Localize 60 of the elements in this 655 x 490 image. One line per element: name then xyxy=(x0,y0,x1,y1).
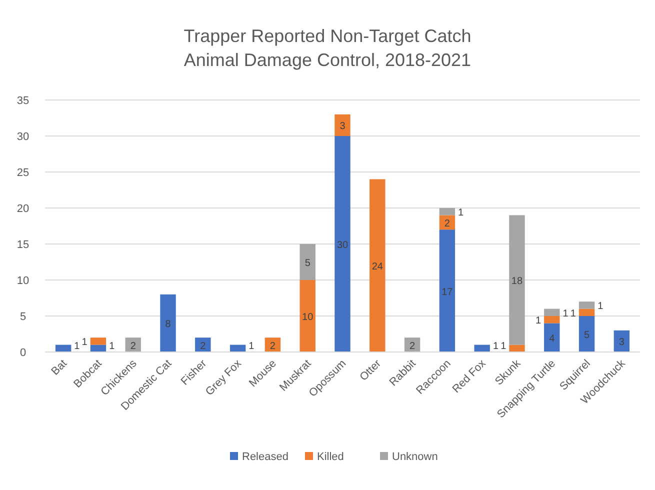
legend-label: Unknown xyxy=(392,451,438,463)
data-label: 1 xyxy=(458,208,464,219)
bar xyxy=(195,338,211,352)
bar xyxy=(509,215,525,345)
data-label: 2 xyxy=(410,340,416,352)
bar xyxy=(90,338,106,345)
y-tick-label: 30 xyxy=(16,131,30,143)
data-label: 1 xyxy=(562,308,569,320)
y-tick-label: 35 xyxy=(16,95,30,107)
bar xyxy=(578,302,595,309)
data-label: 1 xyxy=(570,308,576,320)
data-label: 2 xyxy=(200,340,206,352)
bar xyxy=(509,344,525,352)
data-label: 2 xyxy=(270,340,276,352)
y-tick-label: 20 xyxy=(16,203,30,215)
bar xyxy=(300,244,316,280)
bar xyxy=(578,316,595,352)
data-label: 5 xyxy=(304,258,311,269)
data-label: 3 xyxy=(340,121,346,132)
data-label: 2 xyxy=(130,340,136,352)
bar xyxy=(370,179,386,352)
bar xyxy=(544,308,560,316)
y-tick-label: 0 xyxy=(20,347,26,359)
bar xyxy=(544,323,560,352)
data-label: 1 xyxy=(109,341,116,352)
y-tick-label: 5 xyxy=(20,311,26,323)
y-tick-label: 15 xyxy=(16,239,30,251)
bar xyxy=(578,308,595,316)
data-label: 30 xyxy=(336,240,348,251)
legend-label: Killed xyxy=(317,451,344,463)
bar xyxy=(334,136,350,352)
bar xyxy=(439,215,456,230)
data-label: 17 xyxy=(442,286,454,298)
data-label: 10 xyxy=(302,312,314,323)
data-label: 8 xyxy=(165,319,172,330)
data-label: 1 xyxy=(74,341,80,352)
legend-label: Released xyxy=(242,451,288,463)
data-label: 2 xyxy=(444,218,450,230)
data-label: 1 xyxy=(598,301,604,312)
data-label: 24 xyxy=(372,262,384,273)
bar xyxy=(160,294,176,352)
bar xyxy=(439,208,456,216)
data-label: 1 xyxy=(535,316,542,327)
data-label: 1 xyxy=(500,341,507,352)
data-label: 18 xyxy=(511,276,523,287)
chart-title: Trapper Reported Non-Target Catch Animal Damage Control, 2018-2021 xyxy=(184,26,472,70)
data-label: 1 xyxy=(248,341,255,352)
bar xyxy=(544,316,560,324)
y-tick-label: 10 xyxy=(16,275,30,287)
data-label: 1 xyxy=(492,341,499,352)
bar xyxy=(300,280,316,352)
data-label: 5 xyxy=(584,330,590,341)
bar xyxy=(439,230,456,352)
data-label: 3 xyxy=(618,337,625,348)
x-tick-label: Bat xyxy=(49,358,70,378)
y-tick-label: 25 xyxy=(16,167,30,179)
data-label: 1 xyxy=(82,337,88,348)
bar xyxy=(474,344,490,352)
data-label: 4 xyxy=(549,334,556,345)
bar xyxy=(334,114,350,136)
